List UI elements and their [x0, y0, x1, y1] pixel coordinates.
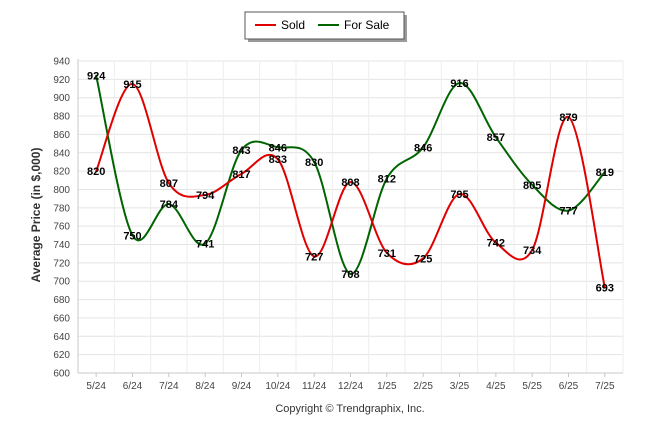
data-labels: 924 750 784 741 843 846 830 708 812 846 916 857 805 7…: [87, 71, 614, 295]
y-tick-label: 880: [53, 112, 70, 123]
data-label-sold: 693: [596, 283, 614, 295]
data-label-for-sale: 708: [341, 269, 359, 281]
data-label-sold: 795: [450, 189, 468, 201]
x-tick-label: 7/25: [595, 381, 615, 392]
y-tick-label: 720: [53, 258, 70, 269]
y-tick-label: 800: [53, 185, 70, 196]
x-tick-label: 3/25: [450, 381, 470, 392]
data-label-sold: 833: [269, 154, 287, 166]
data-label-for-sale: 857: [487, 132, 505, 144]
data-label-for-sale: 784: [160, 199, 179, 211]
x-tick-label: 10/24: [265, 381, 290, 392]
data-label-sold: 817: [232, 169, 250, 181]
data-label-sold: 742: [487, 238, 505, 250]
x-tick-label: 7/24: [159, 381, 179, 392]
y-tick-label: 740: [53, 240, 70, 251]
data-label-for-sale: 846: [269, 142, 287, 154]
data-label-for-sale: 819: [596, 167, 614, 179]
data-label-for-sale: 846: [414, 142, 432, 154]
data-label-for-sale: 750: [123, 230, 141, 242]
x-tick-label: 12/24: [338, 381, 363, 392]
data-label-for-sale: 843: [232, 145, 250, 157]
y-tick-label: 900: [53, 93, 70, 104]
x-tick-label: 8/24: [195, 381, 215, 392]
x-tick-label: 6/24: [123, 381, 143, 392]
data-label-for-sale: 830: [305, 157, 323, 169]
y-tick-label: 820: [53, 167, 70, 178]
data-label-sold: 808: [341, 177, 359, 189]
x-tick-label: 2/25: [413, 381, 433, 392]
data-label-for-sale: 812: [378, 173, 396, 185]
y-tick-label: 760: [53, 222, 70, 233]
y-tick-label: 660: [53, 313, 70, 324]
y-tick-label: 680: [53, 295, 70, 306]
y-tick-label: 920: [53, 75, 70, 86]
axes: 600 620 640 660 680 700 720 740 760 780 800 820 840 8…: [53, 57, 623, 392]
series-line-for-sale: [95, 74, 606, 275]
y-tick-label: 840: [53, 148, 70, 159]
data-label-for-sale: 924: [87, 71, 106, 83]
legend: Sold For Sale: [244, 11, 407, 42]
x-tick-label: 1/25: [377, 381, 397, 392]
y-tick-label: 700: [53, 277, 70, 288]
data-label-sold: 794: [196, 190, 215, 202]
data-label-for-sale: 916: [450, 78, 468, 90]
data-label-sold: 915: [123, 79, 141, 91]
legend-label-for-sale: For Sale: [344, 18, 390, 32]
data-label-sold: 820: [87, 166, 105, 178]
x-tick-label: 5/25: [522, 381, 542, 392]
y-tick-label: 860: [53, 130, 70, 141]
y-tick-label: 940: [53, 57, 70, 68]
data-label-for-sale: 805: [523, 180, 541, 192]
x-tick-label: 5/24: [86, 381, 106, 392]
series-lines: [95, 74, 606, 289]
series-line-sold: [95, 82, 606, 289]
x-tick-label: 6/25: [559, 381, 579, 392]
y-tick-label: 640: [53, 332, 70, 343]
x-tick-label: 4/25: [486, 381, 506, 392]
y-tick-label: 780: [53, 203, 70, 214]
data-label-for-sale: 741: [196, 239, 214, 251]
x-tick-label: 11/24: [302, 381, 327, 392]
grid: [77, 60, 624, 374]
data-label-sold: 731: [378, 248, 396, 260]
data-label-sold: 727: [305, 251, 323, 263]
data-label-sold: 734: [523, 245, 542, 257]
data-label-sold: 807: [160, 178, 178, 190]
y-tick-label: 600: [53, 369, 70, 380]
y-tick-label: 620: [53, 350, 70, 361]
y-axis-label: Average Price (in $,000): [29, 148, 43, 283]
data-label-sold: 879: [559, 112, 577, 124]
data-label-for-sale: 777: [559, 206, 577, 218]
data-label-sold: 725: [414, 253, 432, 265]
x-tick-label: 9/24: [232, 381, 252, 392]
legend-label-sold: Sold: [281, 18, 305, 32]
copyright: Copyright © Trendgraphix, Inc.: [275, 403, 424, 415]
